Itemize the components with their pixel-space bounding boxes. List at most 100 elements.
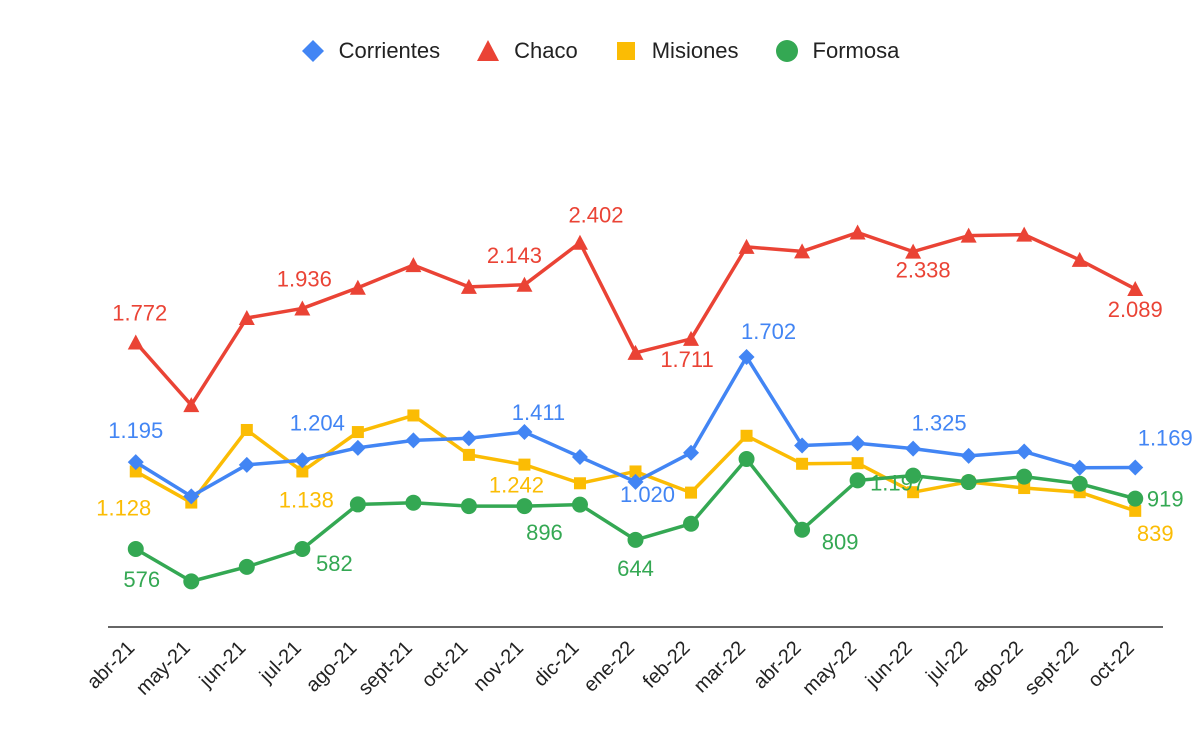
data-point (462, 448, 475, 461)
data-point (794, 521, 811, 538)
data-point (905, 440, 922, 457)
data-point (849, 224, 866, 240)
data-label: 1.711 (660, 347, 713, 372)
data-point (794, 437, 811, 454)
circle-icon (775, 39, 799, 63)
data-point (405, 432, 422, 449)
data-label: 1.204 (290, 410, 345, 435)
series-line (134, 230, 1137, 407)
data-label: 1.242 (489, 473, 544, 498)
data-point (1071, 475, 1088, 492)
data-point (349, 496, 366, 513)
data-label: 1.325 (912, 411, 967, 436)
data-label: 2.338 (896, 258, 951, 283)
data-point (629, 465, 642, 478)
data-point (516, 276, 533, 292)
data-point (573, 477, 586, 490)
data-point (794, 243, 811, 259)
data-label: 1.702 (741, 319, 796, 344)
data-point (1127, 490, 1144, 507)
data-point (238, 456, 255, 473)
data-point (627, 531, 644, 548)
x-tick-label: oct-21 (418, 637, 473, 692)
data-point (683, 444, 700, 461)
x-tick-label: ago-22 (968, 637, 1028, 697)
data-label: 2.089 (1108, 297, 1163, 322)
x-tick-label: jul-21 (255, 637, 306, 688)
data-point (405, 494, 422, 511)
data-point (294, 300, 311, 316)
data-label: 1.772 (112, 300, 167, 325)
x-tick-label: dic-21 (529, 637, 583, 691)
data-label: 1.020 (620, 482, 675, 507)
data-label: 896 (526, 520, 563, 545)
data-point (796, 457, 809, 470)
data-point (960, 474, 977, 491)
data-point (460, 498, 477, 515)
data-point (407, 409, 420, 422)
data-point (905, 243, 922, 259)
data-label: 644 (617, 556, 654, 581)
data-point (905, 467, 922, 484)
legend-item-chaco: Chaco (476, 38, 578, 64)
x-tick-label: mar-22 (690, 637, 750, 697)
square-icon (614, 39, 638, 63)
x-tick-label: oct-22 (1084, 637, 1139, 692)
x-tick-label: sept-22 (1021, 637, 1084, 700)
legend-item-misiones: Misiones (614, 38, 739, 64)
data-point (1016, 226, 1033, 242)
triangle-icon (476, 39, 500, 63)
x-tick-label: sept-21 (354, 637, 417, 700)
data-point (685, 486, 698, 499)
data-point (516, 498, 533, 515)
data-label: 1.411 (512, 400, 565, 425)
data-point (1127, 280, 1144, 296)
data-point (907, 486, 920, 499)
data-label: 1.936 (277, 266, 332, 291)
data-point (127, 454, 144, 471)
data-point (349, 439, 366, 456)
data-point (960, 447, 977, 464)
data-point (349, 279, 366, 295)
data-point (683, 330, 700, 346)
data-label: 2.402 (568, 203, 623, 228)
data-label: 839 (1137, 521, 1174, 546)
data-point (738, 238, 755, 254)
data-point (296, 465, 309, 478)
legend-label: Corrientes (338, 38, 441, 63)
legend-label: Formosa (812, 38, 900, 63)
data-point (1129, 504, 1142, 517)
data-point (351, 426, 364, 439)
data-point (738, 451, 755, 468)
legend-item-formosa: Formosa (775, 38, 900, 64)
x-tick-label: jun-22 (861, 637, 917, 693)
data-label: 576 (123, 567, 160, 592)
data-point (405, 257, 422, 273)
data-point (571, 448, 588, 465)
data-label: 582 (316, 551, 353, 576)
data-label: 809 (822, 530, 859, 555)
x-tick-label: abr-22 (749, 637, 805, 693)
data-point (740, 429, 753, 442)
data-point (1016, 468, 1033, 485)
data-label: 1.197 (870, 470, 925, 495)
data-point (518, 458, 531, 471)
data-point (627, 344, 644, 360)
data-point (238, 558, 255, 575)
x-tick-label: abr-21 (83, 637, 139, 693)
data-point (571, 234, 588, 250)
legend-label: Misiones (651, 38, 739, 63)
x-tick-label: may-21 (132, 637, 195, 700)
data-point (238, 309, 255, 325)
data-point (683, 515, 700, 532)
x-tick-label: jul-22 (921, 637, 972, 688)
data-point (294, 452, 311, 469)
data-point (516, 424, 533, 441)
data-point (1016, 443, 1033, 460)
x-tick-label: feb-22 (639, 637, 695, 693)
data-point (1018, 482, 1031, 495)
x-tick-label: ago-21 (302, 637, 362, 697)
x-tick-label: nov-21 (469, 637, 528, 696)
legend-label: Chaco (514, 38, 578, 63)
data-point (849, 435, 866, 452)
